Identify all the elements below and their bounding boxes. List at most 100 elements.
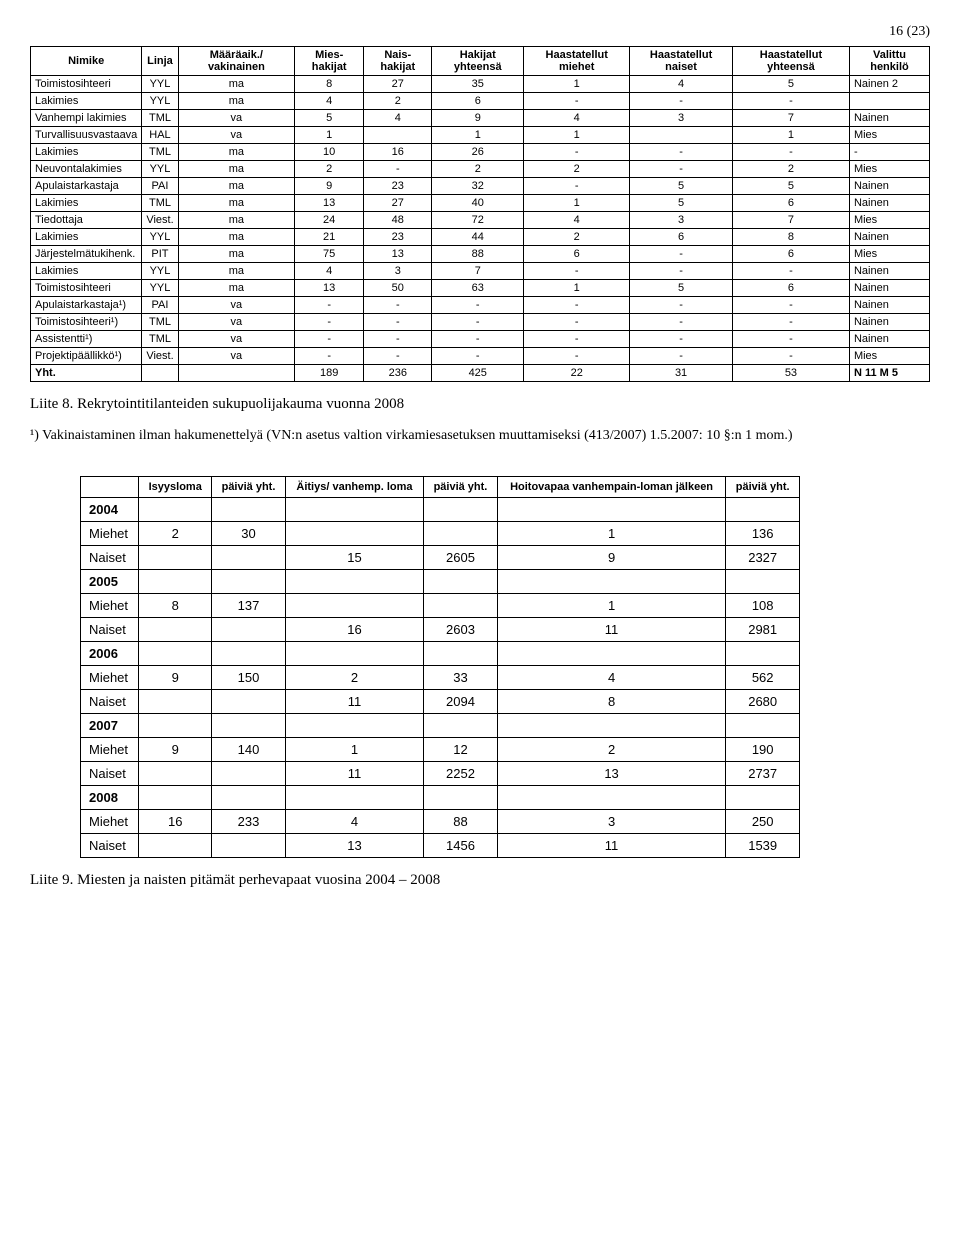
table-cell: 3 [630,110,733,127]
table-cell: 4 [524,212,630,229]
table-cell [212,497,286,521]
table-cell: HAL [142,127,178,144]
table-row: Naiset162603112981 [81,617,800,641]
table-cell: - [630,93,733,110]
table-cell: - [732,263,849,280]
table-cell: - [524,314,630,331]
table-cell: 2094 [424,689,498,713]
table-cell: ma [178,178,294,195]
table-cell: 1 [295,127,364,144]
table-cell: 24 [295,212,364,229]
table-cell: 27 [364,195,432,212]
table-row: Projektipäällikkö¹)Viest.va------Mies [31,348,930,365]
table-cell: TML [142,314,178,331]
table-cell: 4 [295,263,364,280]
table-cell: 9 [139,737,212,761]
table-cell: Lakimies [31,144,142,161]
table-cell: - [524,263,630,280]
table-cell: ma [178,195,294,212]
table-cell: - [732,144,849,161]
table-cell: 5 [630,195,733,212]
table-cell: - [732,331,849,348]
table-cell: 15 [285,545,423,569]
table-cell: Miehet [81,593,139,617]
table1-header: Määräaik./ vakinainen [178,47,294,76]
table-cell: - [630,297,733,314]
table-cell [497,497,726,521]
table-cell: 13 [285,833,423,857]
table-cell: - [295,348,364,365]
table-cell: 2 [364,93,432,110]
table-cell: 6 [524,246,630,263]
year-cell: 2005 [81,569,139,593]
table-cell: 4 [364,110,432,127]
table-cell: Turvallisuusvastaava [31,127,142,144]
table-cell: Naiset [81,833,139,857]
table-row: Apulaistarkastaja¹)PAIva------Nainen [31,297,930,314]
table-cell: Naiset [81,545,139,569]
table-cell: 150 [212,665,286,689]
table-cell: - [364,161,432,178]
table-cell: 30 [212,521,286,545]
table-cell: - [524,297,630,314]
table-cell [726,713,800,737]
table-cell [726,497,800,521]
table-cell: TML [142,110,178,127]
table-cell [497,569,726,593]
table-cell [139,761,212,785]
table-cell [424,641,498,665]
table-cell: - [630,314,733,331]
table1-header: Haastatellut yhteensä [732,47,849,76]
table-cell: 9 [295,178,364,195]
table-cell: - [630,331,733,348]
table-cell: PIT [142,246,178,263]
table-cell: 16 [139,809,212,833]
table-cell: Assistentti¹) [31,331,142,348]
table-cell: YYL [142,229,178,246]
table-row: LakimiesYYLma426--- [31,93,930,110]
table-cell: 26 [432,144,524,161]
table-cell: - [524,178,630,195]
table-row: Naiset15260592327 [81,545,800,569]
table-cell: 8 [732,229,849,246]
table-cell: 31 [630,365,733,382]
table2-header: Isyysloma [139,476,212,497]
table-cell: 5 [732,76,849,93]
table-row: ToimistosihteeriYYLma82735145Nainen 2 [31,76,930,93]
table-cell: Projektipäällikkö¹) [31,348,142,365]
caption-liite-8: Liite 8. Rekrytointitilanteiden sukupuol… [30,396,930,413]
footnote: ¹) Vakinaistaminen ilman hakumenettelyä … [30,427,930,446]
table-cell: - [630,246,733,263]
table-cell: 108 [726,593,800,617]
table-cell: - [432,297,524,314]
table-cell: Naiset [81,689,139,713]
table-cell: 2 [432,161,524,178]
table-row: Miehet91502334562 [81,665,800,689]
table-cell: Nainen [849,178,929,195]
table-cell [139,713,212,737]
table-cell [212,689,286,713]
table-year-row: 2007 [81,713,800,737]
table-cell [139,833,212,857]
table-cell: 13 [295,195,364,212]
table-cell: 1 [524,76,630,93]
table-cell: Apulaistarkastaja¹) [31,297,142,314]
table-cell [212,761,286,785]
table-cell: 2737 [726,761,800,785]
table-cell: 11 [497,617,726,641]
table1-header: Haastatellut miehet [524,47,630,76]
table-cell: - [630,144,733,161]
table-cell: 189 [295,365,364,382]
table-cell: 8 [295,76,364,93]
table-cell: 35 [432,76,524,93]
table-cell [139,641,212,665]
table-cell: 6 [732,280,849,297]
table-cell: 6 [732,246,849,263]
table-cell: 6 [732,195,849,212]
table-cell [139,785,212,809]
recruitment-table: NimikeLinjaMääräaik./ vakinainenMies-hak… [30,46,930,382]
table-cell: Vanhempi lakimies [31,110,142,127]
table-cell: 1539 [726,833,800,857]
table-cell: 1 [497,521,726,545]
table-year-row: 2005 [81,569,800,593]
